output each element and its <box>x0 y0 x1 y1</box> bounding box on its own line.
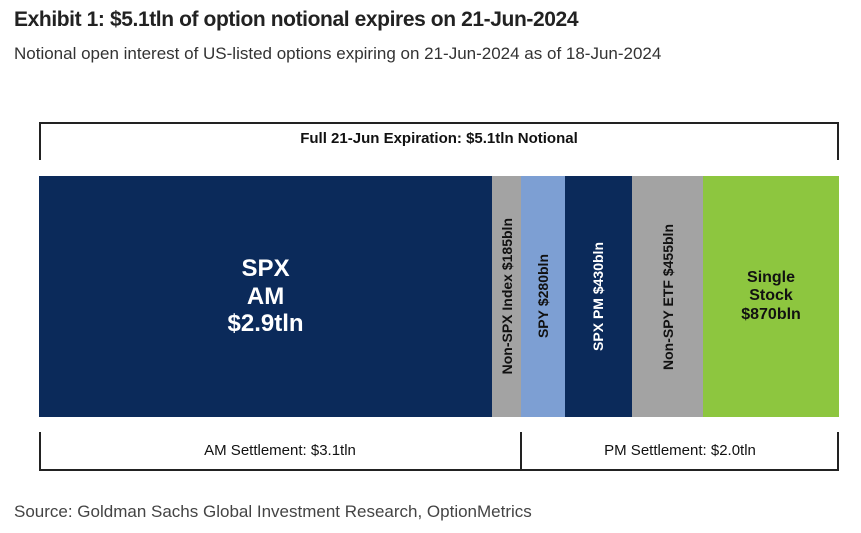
segment-label: Non-SPY ETF <box>659 279 676 370</box>
annotation: AM Settlement: $3.1tln <box>204 442 356 459</box>
value-label: $870bln <box>741 305 801 323</box>
bar-segment: Non-SPY ETF $455bln <box>631 176 704 417</box>
bar-segment: Single Stock $870bln <box>703 176 839 417</box>
bracket-line <box>520 432 523 470</box>
bracket-line <box>39 469 839 471</box>
subtitle: Notional open interest of US-listed opti… <box>14 44 662 63</box>
bar-segment: SPX PM $430bln <box>564 176 632 417</box>
bracket-line <box>39 122 839 124</box>
bracket-line <box>39 432 41 470</box>
segment-label: Single Stock <box>747 268 796 305</box>
title: Exhibit 1: $5.1tln of option notional ex… <box>14 8 579 31</box>
segment-label: SPY <box>534 310 551 339</box>
bracket-line <box>39 122 41 160</box>
bracket-line <box>837 122 839 160</box>
segment-label-group: SPY $280bln <box>535 254 551 338</box>
segment-label-group: Non-SPY ETF $455bln <box>660 224 676 370</box>
segment-label: SPX AM <box>241 255 290 310</box>
segment-label: SPX PM <box>590 298 607 351</box>
bar-segment: Non-SPX Index $185bln <box>492 176 522 417</box>
segment-label-group: Non-SPX Index $185bln <box>499 218 515 374</box>
value-label: $430bln <box>590 242 607 295</box>
segment-label: Non-SPX Index <box>498 274 515 375</box>
source: Source: Goldman Sachs Global Investment … <box>14 502 532 521</box>
value-label: $455bln <box>659 223 676 276</box>
bar-segment: SPY $280bln <box>521 176 565 417</box>
annotation: PM Settlement: $2.0tln <box>604 442 756 459</box>
annotation: Full 21-Jun Expiration: $5.1tln Notional <box>300 130 578 147</box>
segment-label-group: SPX PM $430bln <box>590 242 606 351</box>
bracket-line <box>837 432 839 470</box>
value-label: $2.9tln <box>227 310 304 338</box>
value-label: $185bln <box>498 218 515 271</box>
value-label: $280bln <box>534 254 551 307</box>
bar-segment: SPX AM $2.9tln <box>39 176 493 417</box>
